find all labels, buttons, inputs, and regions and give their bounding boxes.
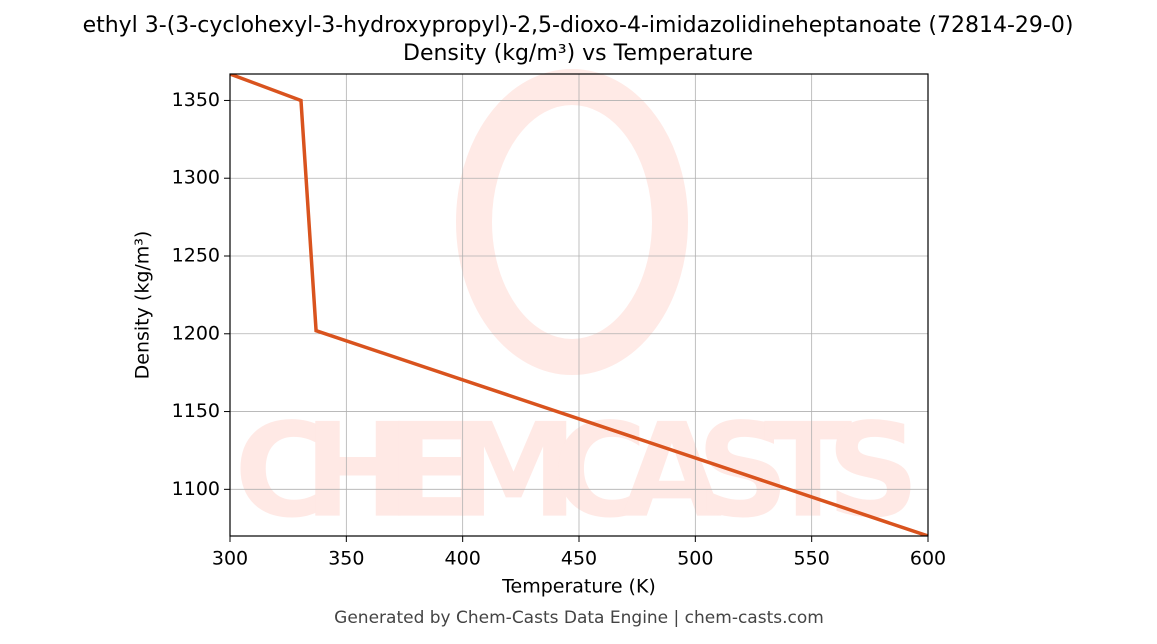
y-tick-label: 1250 — [172, 245, 220, 267]
x-tick-label: 300 — [212, 548, 248, 570]
watermark-logo — [456, 69, 688, 375]
plot-frame — [229, 73, 929, 537]
footer: Generated by Chem-Casts Data Engine | ch… — [334, 608, 824, 628]
chart-subtitle: Density (kg/m³) vs Temperature — [403, 41, 753, 66]
x-tick-label: 500 — [677, 548, 713, 570]
x-tick-label: 350 — [328, 548, 364, 570]
line — [230, 74, 928, 536]
x-tick-label: 600 — [910, 548, 946, 570]
x-axis-label: Temperature (K) — [501, 576, 656, 598]
chart-title: ethyl 3-(3-cyclohexyl-3-hydroxypropyl)-2… — [83, 13, 1074, 38]
y-axis-label: Density (kg/m³) — [132, 231, 154, 380]
y-tick-label: 1350 — [172, 89, 220, 111]
y-tick-label: 1300 — [172, 167, 220, 189]
y-tick-label: 1100 — [172, 478, 220, 500]
y-tick-label: 1150 — [172, 400, 220, 422]
x-tick-label: 400 — [445, 548, 481, 570]
y-tick-label: 1200 — [172, 322, 220, 344]
x-tick-label: 450 — [561, 548, 597, 570]
x-tick-label: 550 — [794, 548, 830, 570]
